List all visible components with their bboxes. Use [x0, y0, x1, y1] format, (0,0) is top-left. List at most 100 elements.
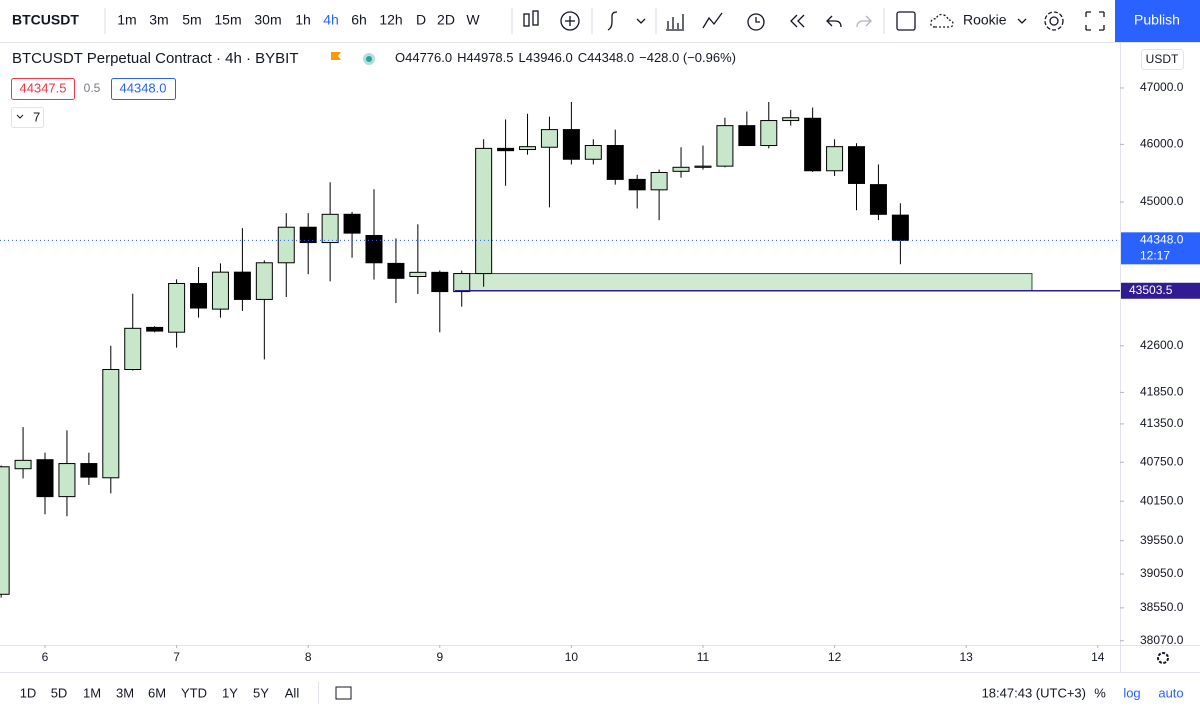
- alert-icon[interactable]: [747, 13, 765, 31]
- candle-body-up: [826, 146, 844, 172]
- compare-icon[interactable]: [702, 12, 723, 29]
- candle-body-up: [782, 117, 800, 122]
- legend-title: BTCUSDT Perpetual Contract · 4h · BYBIT: [12, 50, 299, 67]
- indicator-toggle[interactable]: [11, 107, 44, 128]
- candle-body-up: [168, 283, 186, 333]
- range-button[interactable]: 1M: [83, 685, 101, 700]
- redo-icon: [856, 15, 872, 28]
- undo-icon[interactable]: [826, 15, 842, 28]
- templates-icon[interactable]: [666, 14, 684, 31]
- candle-body-up: [102, 369, 120, 479]
- publish-button[interactable]: [1115, 0, 1200, 42]
- range-button[interactable]: 5Y: [253, 685, 269, 700]
- publish-label[interactable]: Publish: [1134, 12, 1180, 28]
- interval-button[interactable]: 12h: [379, 12, 402, 28]
- candle-body-up: [124, 327, 142, 371]
- candle-body-down: [628, 178, 646, 191]
- interval-button[interactable]: 3m: [149, 12, 168, 28]
- countdown: 12:17: [1140, 248, 1170, 262]
- buy-price[interactable]: 44348.0: [120, 80, 167, 95]
- interval-button[interactable]: 6h: [351, 12, 367, 28]
- hline-label-box: [1121, 282, 1200, 299]
- candle-body-up: [519, 146, 537, 151]
- fullscreen-icon[interactable]: [1085, 11, 1105, 31]
- auto-toggle[interactable]: auto: [1158, 685, 1183, 700]
- indicator-count[interactable]: 7: [33, 109, 40, 124]
- range-button[interactable]: 3M: [116, 685, 134, 700]
- y-tick-label: 46000.0: [1140, 137, 1184, 151]
- zone[interactable]: [454, 273, 1033, 292]
- candle-body-up: [584, 145, 602, 160]
- candle-body-down: [606, 145, 624, 180]
- fullscreen-toggle[interactable]: [896, 11, 916, 31]
- x-tick-label: 7: [173, 650, 180, 664]
- currency-box[interactable]: [1141, 49, 1184, 70]
- y-tick-label: 42600.0: [1140, 338, 1184, 352]
- ohlc-legend: O44776.0 H44978.5 L43946.0 C44348.0 −428.0 (…: [395, 50, 736, 65]
- status-dot-core: [366, 56, 372, 62]
- candle-body-down: [343, 213, 361, 234]
- x-tick-label: 13: [959, 650, 973, 664]
- chart-type-icon[interactable]: [523, 13, 530, 27]
- interval-button[interactable]: 4h: [323, 12, 339, 28]
- candle-body-up: [211, 271, 229, 310]
- plot: [0, 101, 1120, 598]
- interval-button[interactable]: 1h: [295, 12, 311, 28]
- y-tick-label: 40750.0: [1140, 454, 1184, 468]
- candle-body-down: [233, 271, 251, 300]
- toolbar-icons: [104, 8, 1105, 34]
- candle-body-down: [80, 463, 98, 478]
- candle-body-down: [299, 226, 317, 244]
- x-tick-label: 11: [697, 650, 710, 664]
- log-toggle[interactable]: log: [1123, 685, 1140, 700]
- layout-name[interactable]: Rookie: [963, 12, 1007, 28]
- indicator-add-icon[interactable]: [560, 11, 580, 31]
- range-button[interactable]: All: [285, 685, 300, 700]
- interval-group: 1m 3m 5m 15m 30m 1h 4h 6h 12h D 2D W: [117, 12, 480, 28]
- interval-button[interactable]: W: [466, 12, 480, 28]
- hline-label: 43503.5: [1129, 283, 1173, 297]
- y-tick-label: 45000.0: [1140, 194, 1184, 208]
- candle-body-down: [804, 117, 822, 172]
- range-button[interactable]: 6M: [148, 685, 166, 700]
- layout-icon[interactable]: [930, 13, 954, 28]
- candle-body-up: [694, 165, 712, 168]
- axis-settings-icon[interactable]: [1157, 652, 1169, 664]
- candle-body-up: [453, 273, 471, 293]
- spread: 0.5: [84, 81, 101, 95]
- y-tick-label: 38070.0: [1140, 633, 1184, 647]
- last-price-label: 44348.0: [1140, 232, 1184, 246]
- candle-body-down: [738, 125, 756, 147]
- goto-date-icon[interactable]: [335, 686, 352, 700]
- interval-button[interactable]: 5m: [182, 12, 201, 28]
- fx-icon[interactable]: [607, 11, 618, 31]
- range-button[interactable]: 5D: [51, 685, 68, 700]
- x-tick-label: 12: [828, 650, 842, 664]
- interval-button[interactable]: D: [416, 12, 426, 28]
- interval-button[interactable]: 1m: [117, 12, 136, 28]
- candle-body-up: [650, 171, 668, 191]
- candle-body-up: [760, 120, 778, 147]
- candle-body-down: [848, 146, 866, 184]
- exchange-flag: [331, 52, 341, 60]
- interval-button[interactable]: 30m: [254, 12, 281, 28]
- currency[interactable]: USDT: [1146, 52, 1179, 66]
- sell-box[interactable]: [11, 78, 75, 100]
- replay-icon[interactable]: [790, 14, 805, 28]
- interval-button[interactable]: 15m: [214, 12, 241, 28]
- range-button[interactable]: 1Y: [222, 685, 238, 700]
- percent-toggle[interactable]: %: [1094, 685, 1106, 700]
- settings-icon[interactable]: [1049, 16, 1059, 26]
- buy-box[interactable]: [111, 78, 176, 100]
- candle-body-up: [321, 213, 339, 244]
- range-button[interactable]: YTD: [181, 685, 207, 700]
- range-button[interactable]: 1D: [20, 685, 37, 700]
- sell-price[interactable]: 44347.5: [20, 80, 67, 95]
- candle-body-down: [431, 271, 449, 293]
- candle-body-up: [255, 262, 273, 300]
- interval-button[interactable]: 2D: [437, 12, 455, 28]
- ohlc-value: L43946.0: [519, 50, 573, 65]
- x-tick-label: 6: [42, 650, 49, 664]
- symbol[interactable]: BTCUSDT: [12, 12, 79, 28]
